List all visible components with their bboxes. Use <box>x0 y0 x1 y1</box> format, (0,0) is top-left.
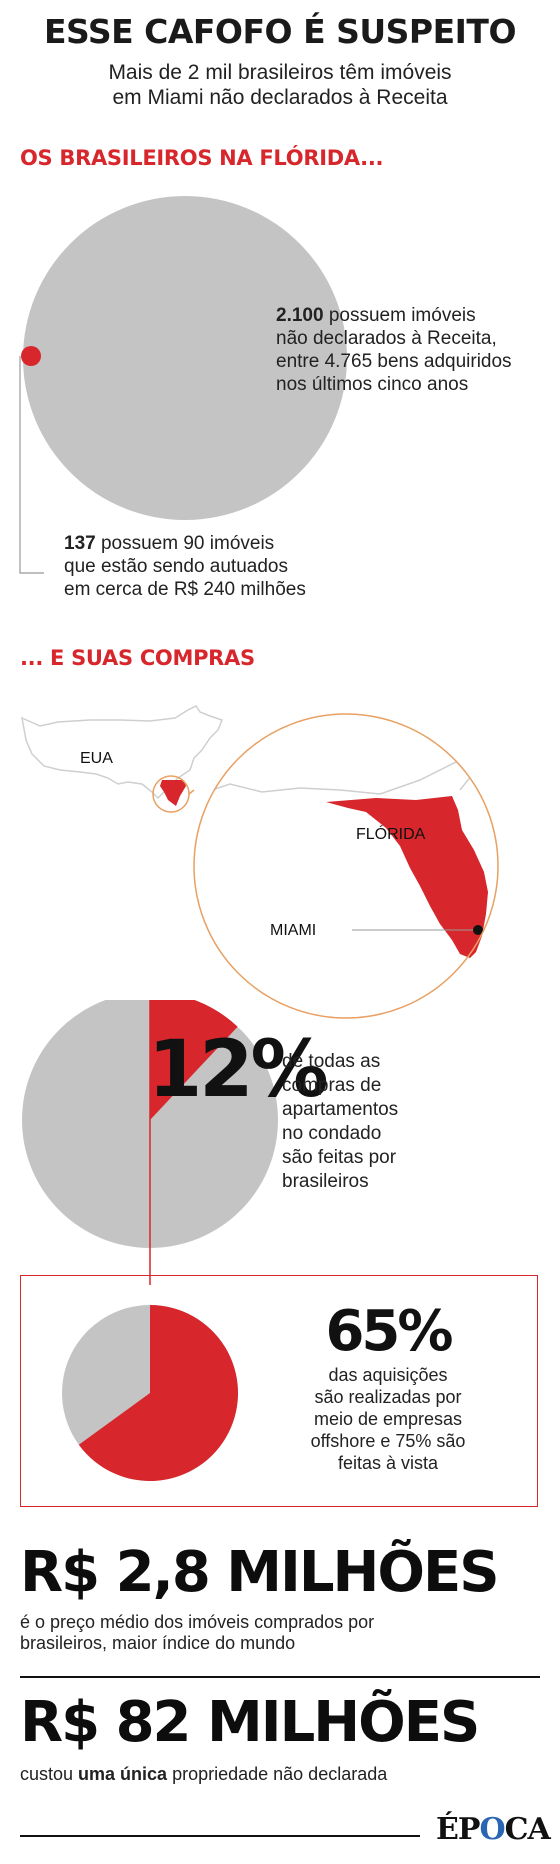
pie2-slice-offshore <box>78 1305 238 1481</box>
pie1-slice-brazilians <box>150 1000 238 1120</box>
single-property-value: R$ 82 MILHÕES <box>20 1690 480 1755</box>
logo-globe-o: O <box>479 1812 505 1847</box>
circle-137-owners <box>21 346 41 366</box>
offshore-box <box>20 1275 538 1507</box>
stat-text: não declarados à Receita, <box>276 328 497 349</box>
pie2-text: das aquisições <box>328 1365 448 1385</box>
section-heading-purchases: ... E SUAS COMPRAS <box>20 646 255 670</box>
callout-line <box>19 356 44 574</box>
stat-text: possuem imóveis <box>323 305 476 326</box>
pie2-value: 65% <box>325 1299 453 1364</box>
stat-text: possuem 90 imóveis <box>95 533 275 554</box>
single-property-description: custou uma única propriedade não declara… <box>20 1764 540 1785</box>
avg-price-description: é o preço médio dos imóveis comprados po… <box>20 1612 540 1654</box>
pie1-text: são feitas por <box>282 1147 397 1168</box>
stat-number: 2.100 <box>276 305 324 326</box>
pie2-text: meio de empresas <box>313 1409 463 1429</box>
pie1-text: compras de <box>282 1075 382 1096</box>
page-subtitle: Mais de 2 mil brasileiros têm imóveis em… <box>0 60 560 110</box>
stat-text: em cerca de R$ 240 milhões <box>64 579 306 600</box>
zoom-large-circle <box>193 713 499 1019</box>
stat-number: 137 <box>64 533 96 554</box>
miami-dot <box>473 925 483 935</box>
pie1-description: de todas as compras de apartamentos no c… <box>282 1050 482 1194</box>
pie1-text: de todas as <box>282 1051 381 1072</box>
stat-text: entre 4.765 bens adquiridos <box>276 351 512 372</box>
stat-137-owners: 137 possuem 90 imóveis que estão sendo a… <box>64 532 364 601</box>
pie1-value: 12% <box>148 1025 329 1115</box>
avg-price-value: R$ 2,8 MILHÕES <box>20 1540 500 1605</box>
divider <box>20 1676 540 1678</box>
usa-outline <box>21 705 223 800</box>
footer-rule <box>20 1835 420 1837</box>
stat-text: nos últimos cinco anos <box>276 374 469 395</box>
ownership-circle-graphic <box>19 196 347 574</box>
single-property-text: propriedade não declarada <box>167 1764 388 1784</box>
epoca-logo: ÉPOCA <box>436 1812 551 1847</box>
pie1-text: brasileiros <box>282 1171 369 1192</box>
section-heading-florida: OS BRASILEIROS NA FLÓRIDA... <box>20 146 384 170</box>
zoom-connector <box>188 789 195 795</box>
logo-part: ÉP <box>436 1812 480 1847</box>
stat-text: que estão sendo autuados <box>64 556 288 577</box>
avg-price-text: brasileiros, maior índice do mundo <box>20 1633 296 1653</box>
pie2-text: feitas à vista <box>337 1453 439 1473</box>
pie1-text: apartamentos <box>282 1099 399 1120</box>
map-label-miami: MIAMI <box>270 922 317 939</box>
coastline <box>459 751 498 791</box>
florida-large-shape <box>326 796 488 958</box>
single-property-emphasis: uma única <box>78 1764 168 1784</box>
subtitle-line: Mais de 2 mil brasileiros têm imóveis <box>108 61 452 84</box>
circle-all-properties <box>23 196 347 520</box>
pie-chart-65 <box>62 1305 238 1481</box>
pie1-text: no condado <box>282 1123 382 1144</box>
pie2-text: são realizadas por <box>314 1387 462 1407</box>
subtitle-line: em Miami não declarados à Receita <box>112 86 448 109</box>
map-label-florida: FLÓRIDA <box>356 826 426 843</box>
pie2-text: offshore e 75% são <box>310 1431 466 1451</box>
florida-map-graphic <box>21 705 499 1019</box>
single-property-text: custou <box>20 1764 79 1784</box>
stat-2100-owners: 2.100 possuem imóveis não declarados à R… <box>276 304 556 396</box>
florida-small-shape <box>160 780 186 806</box>
pie2-description: das aquisições são realizadas por meio d… <box>278 1364 498 1474</box>
page-title: ESSE CAFOFO É SUSPEITO <box>44 12 517 51</box>
logo-part: CA <box>504 1812 551 1847</box>
map-label-usa: EUA <box>80 750 113 767</box>
pie-chart-12 <box>22 1000 278 1285</box>
avg-price-text: é o preço médio dos imóveis comprados po… <box>20 1612 375 1632</box>
